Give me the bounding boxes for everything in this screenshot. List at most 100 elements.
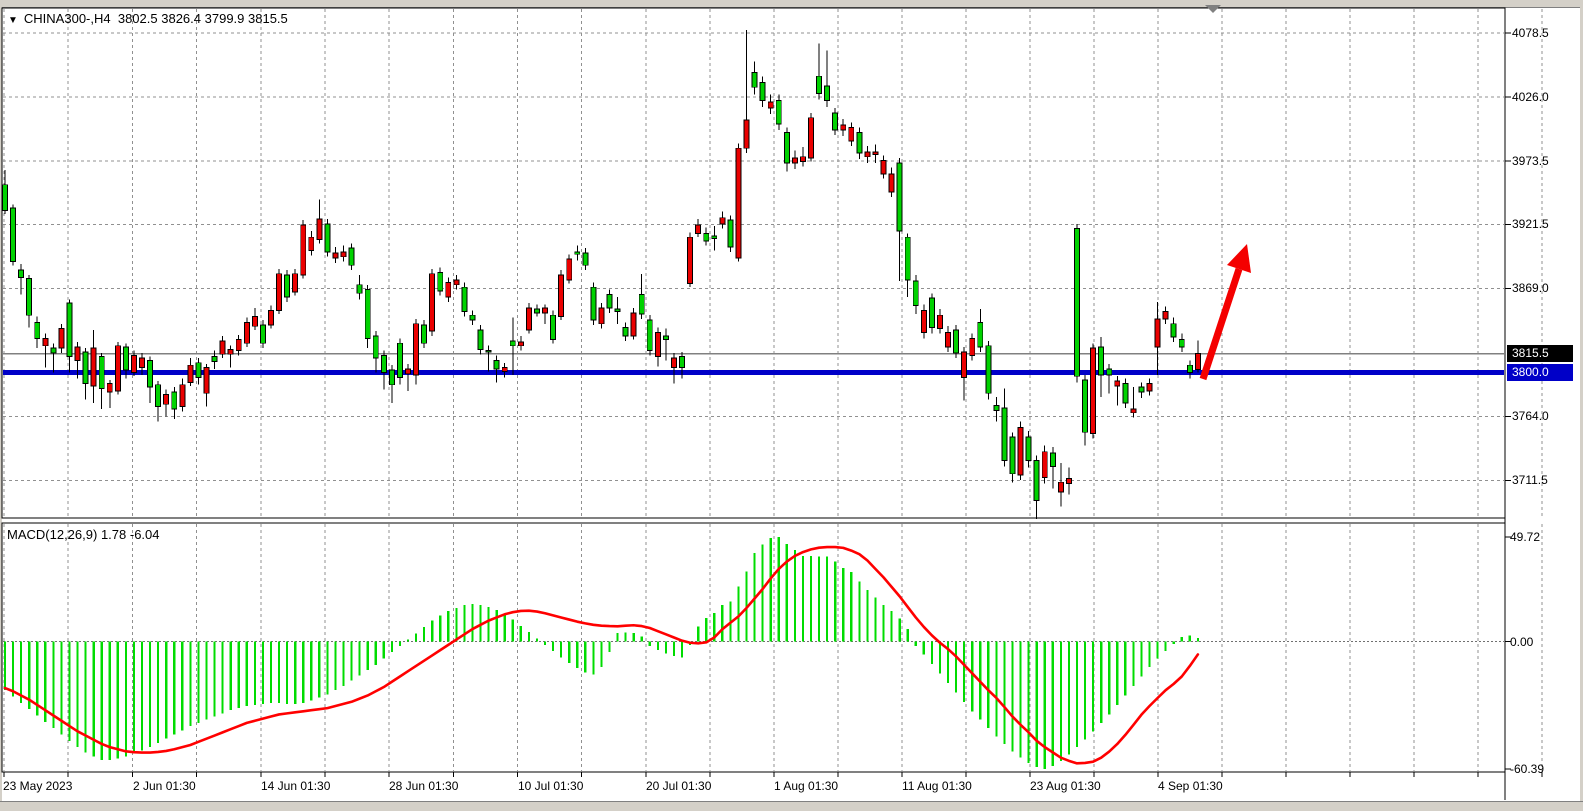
candle-body <box>106 383 113 393</box>
candle-body <box>832 112 839 131</box>
candle-body <box>1154 318 1161 348</box>
candle-body <box>292 273 299 293</box>
candle-body <box>534 308 540 314</box>
candle-body <box>582 252 589 266</box>
quote-low: 3799.9 <box>204 11 245 26</box>
candle-body <box>429 273 436 332</box>
candle-body <box>235 339 242 352</box>
candle-body <box>679 356 685 369</box>
candle-body <box>74 346 81 361</box>
symbol-label: CHINA300-,H4 <box>23 11 111 26</box>
candle-body <box>493 359 500 370</box>
candle-body <box>622 326 629 337</box>
candle-body <box>590 286 597 321</box>
candle-body <box>332 252 339 259</box>
candle-body <box>187 364 194 383</box>
window-edge-left <box>0 0 2 811</box>
candle-body <box>695 224 702 235</box>
candle-body <box>171 391 178 410</box>
price-tick-label: 3711.5 <box>1512 473 1548 488</box>
candle-body <box>219 340 226 355</box>
candle-body <box>445 281 452 298</box>
candle-body <box>437 272 444 292</box>
candle-body <box>372 335 379 359</box>
candle-body <box>179 384 186 408</box>
candle-body <box>421 324 428 344</box>
candle-body <box>598 307 605 325</box>
candle-body <box>525 307 532 331</box>
candle-body <box>783 131 790 164</box>
candle-body <box>727 219 734 248</box>
candle-body <box>1074 228 1080 377</box>
time-tick-label: 1 Aug 01:30 <box>774 779 839 793</box>
candle-body <box>90 347 97 387</box>
candle-body <box>396 342 403 378</box>
symbol-dropdown-icon[interactable]: ▼ <box>8 15 18 26</box>
time-tick-label: 11 Aug 01:30 <box>902 779 972 793</box>
candle-body <box>308 236 315 252</box>
time-tick-label: 14 Jun 01:30 <box>261 779 331 793</box>
candle-body <box>711 235 718 239</box>
candle-body <box>501 367 508 372</box>
candle-body <box>751 72 758 88</box>
candle-body <box>566 258 573 281</box>
candle-body <box>662 335 669 341</box>
time-tick-label: 2 Jun 01:30 <box>133 779 196 793</box>
candle-body <box>848 127 855 142</box>
candle-body <box>227 348 234 355</box>
candle-body <box>735 147 742 259</box>
candle-body <box>139 357 145 369</box>
trend-arrow-head <box>1227 244 1251 273</box>
candle-body <box>469 314 476 321</box>
candle-body <box>985 345 992 394</box>
candle-body <box>920 309 927 333</box>
candle-body <box>945 331 951 348</box>
time-tick-label: 20 Jul 01:30 <box>646 779 712 793</box>
candle-body <box>1130 408 1137 414</box>
candle-body <box>380 355 387 373</box>
hline-price-badge: 3800.0 <box>1507 364 1573 382</box>
candle-body <box>671 357 677 369</box>
time-tick-label: 23 May 2023 <box>3 779 73 793</box>
main-panel <box>1 7 1506 519</box>
candle-body <box>904 236 911 281</box>
candle-body <box>268 309 274 326</box>
candle-body <box>558 274 565 317</box>
candle-body <box>614 308 621 313</box>
candle-body <box>364 289 371 339</box>
candle-body <box>251 316 258 327</box>
candle-body <box>808 117 814 159</box>
candle-body <box>1194 353 1201 370</box>
candle-body <box>453 279 460 286</box>
candle-body <box>1106 368 1113 376</box>
candle-body <box>953 329 960 354</box>
candle-body <box>1057 481 1064 493</box>
candle-body <box>1090 347 1097 434</box>
candle-body <box>888 173 895 193</box>
candle-body <box>477 329 484 350</box>
macd-value: 1.78 <box>100 527 127 542</box>
time-tick-label: 4 Sep 01:30 <box>1158 779 1223 793</box>
candle-body <box>1017 426 1024 476</box>
candle-body <box>340 251 347 258</box>
price-tick-label: 4026.0 <box>1512 90 1549 104</box>
quote-close: 3815.5 <box>248 11 288 26</box>
window-edge-bottom <box>0 801 1583 811</box>
candle-body <box>703 233 710 242</box>
price-tick-label: 3764.0 <box>1512 409 1549 424</box>
macd-tick-label: 49.72 <box>1510 529 1541 544</box>
candle-body <box>767 101 774 109</box>
candle-body <box>993 405 1000 411</box>
candle-body <box>485 350 492 353</box>
macd-tick-label: -60.39 <box>1510 762 1545 777</box>
candle-body <box>1041 451 1048 478</box>
candle-body <box>912 280 919 306</box>
candle-body <box>1178 339 1185 348</box>
candle-body <box>1114 380 1121 387</box>
candle-body <box>1009 436 1016 475</box>
candle-body <box>203 367 210 394</box>
candle-body <box>26 278 33 316</box>
candle-body <box>388 369 395 386</box>
candle-body <box>114 345 121 392</box>
